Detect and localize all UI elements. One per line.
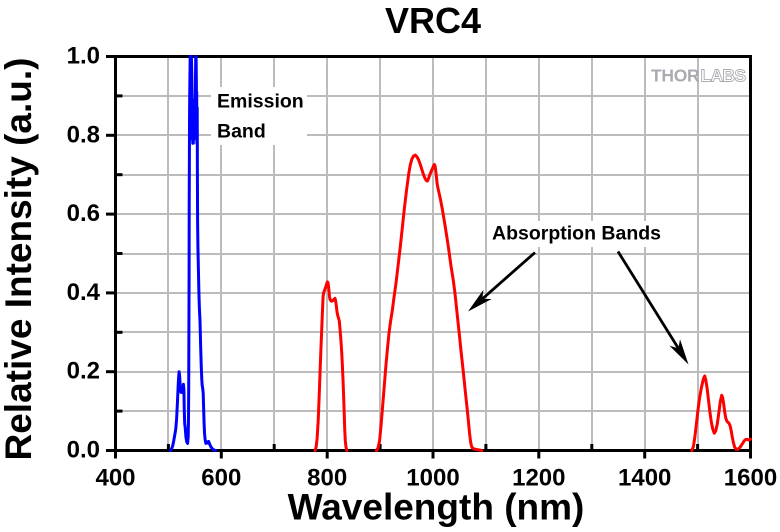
svg-text:0.4: 0.4 <box>67 279 101 306</box>
svg-text:600: 600 <box>201 465 241 492</box>
svg-text:LABS: LABS <box>701 66 746 86</box>
svg-text:0.2: 0.2 <box>67 358 100 385</box>
svg-text:VRC4: VRC4 <box>385 0 481 41</box>
svg-text:1200: 1200 <box>512 465 565 492</box>
svg-text:1.0: 1.0 <box>67 43 100 70</box>
svg-text:THOR: THOR <box>651 66 700 86</box>
svg-text:0.6: 0.6 <box>67 200 100 227</box>
svg-text:Band: Band <box>217 121 266 143</box>
svg-text:Emission: Emission <box>217 91 304 113</box>
svg-text:0.8: 0.8 <box>67 121 100 148</box>
svg-text:400: 400 <box>95 465 135 492</box>
svg-text:800: 800 <box>307 465 347 492</box>
svg-text:Wavelength (nm): Wavelength (nm) <box>288 487 585 528</box>
svg-text:Relative Intensity (a.u.): Relative Intensity (a.u.) <box>0 58 39 461</box>
svg-text:1400: 1400 <box>618 465 671 492</box>
svg-text:Absorption Bands: Absorption Bands <box>492 223 661 245</box>
svg-text:1000: 1000 <box>406 465 459 492</box>
svg-text:0.0: 0.0 <box>67 437 100 464</box>
svg-text:1600: 1600 <box>724 465 777 492</box>
